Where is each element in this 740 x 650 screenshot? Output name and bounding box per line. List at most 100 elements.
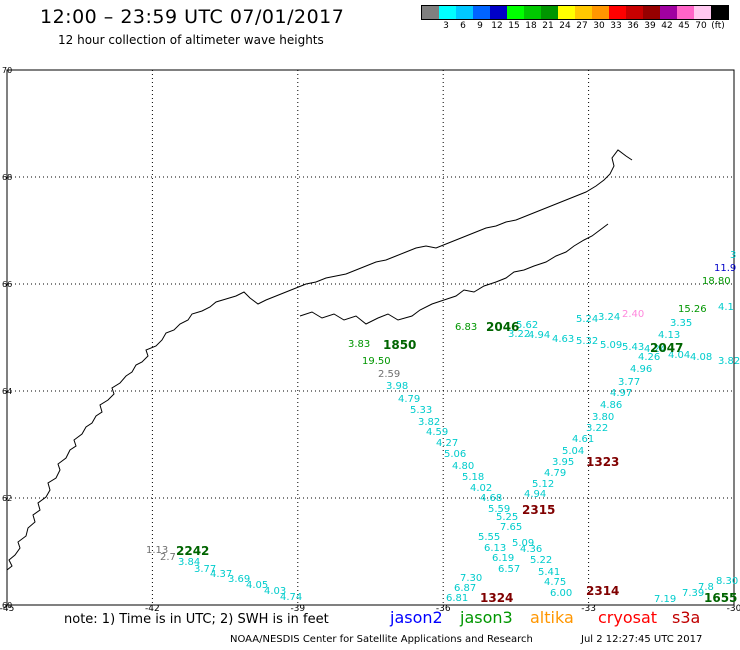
- lat-label: 66: [2, 280, 12, 289]
- swh-value: 2.59: [378, 369, 400, 380]
- swh-value: 3.22: [508, 329, 530, 340]
- swh-value: 4.27: [436, 438, 458, 449]
- legend-swatch: [558, 6, 575, 19]
- swh-value: 6.83: [455, 322, 477, 333]
- swh-value: 5.18: [462, 472, 484, 483]
- lat-label: 70: [2, 66, 12, 75]
- swh-value: 4.74: [280, 592, 302, 603]
- swh-value: 3.82: [418, 417, 440, 428]
- swh-value: 4.1: [718, 302, 734, 313]
- swh-value: 4.68: [480, 493, 502, 504]
- track-time-label: 1655: [704, 591, 737, 605]
- legend-swatch: [422, 6, 439, 19]
- swh-value: 19.50: [362, 356, 391, 367]
- track-time-label: 1850: [383, 338, 416, 352]
- swh-value: 7.65: [500, 522, 522, 533]
- swh-value: 5.09: [600, 340, 622, 351]
- legend-label: 27: [576, 21, 588, 31]
- swh-value: 4.03: [264, 586, 286, 597]
- swh-value: 4.59: [426, 427, 448, 438]
- legend-labels: 3 6 9 12 15 18 21 24 27 30 33 36 39 42 45 70 (ft): [421, 20, 729, 34]
- swh-value: 4.36: [520, 544, 542, 555]
- track-time-label: 1324: [480, 591, 513, 605]
- swh-value: 5.41: [538, 567, 560, 578]
- swh-value: 5.04: [562, 446, 584, 457]
- swh-value: 5.43: [622, 342, 644, 353]
- legend-label: 30: [593, 21, 605, 31]
- swh-value: 3.95: [552, 457, 574, 468]
- satellite-s3a: s3a: [672, 608, 701, 627]
- swh-value: 5.59: [488, 504, 510, 515]
- legend-swatch: [541, 6, 558, 19]
- swh-value: 3.24: [598, 312, 620, 323]
- swh-value: 5.24: [576, 314, 598, 325]
- swh-value: 18.80: [702, 276, 731, 287]
- satellite-cryosat: cryosat: [598, 608, 658, 627]
- swh-value: 6.00: [550, 588, 572, 599]
- legend-label: 6: [460, 21, 466, 31]
- legend-swatch: [456, 6, 473, 19]
- swh-value: 5.22: [530, 555, 552, 566]
- swh-value: 5.06: [444, 449, 466, 460]
- legend-label: 12: [491, 21, 503, 31]
- track-time-label: 1323: [586, 455, 619, 469]
- swh-value: 5.55: [478, 532, 500, 543]
- swh-value: 3.35: [670, 318, 692, 329]
- legend-swatch: [473, 6, 490, 19]
- legend-label: 42: [661, 21, 673, 31]
- track-time-label: 2315: [522, 503, 555, 517]
- legend-label: 33: [610, 21, 622, 31]
- swh-value: 4.26: [638, 352, 660, 363]
- legend-label: 21: [542, 21, 554, 31]
- legend-swatch: [643, 6, 660, 19]
- lat-lon-grid: 70 68 66 64 62 60-45 -42 -39 -36 -33 -30: [0, 66, 740, 614]
- swh-value: 1.13: [146, 545, 168, 556]
- swh-value: 3.84: [178, 557, 200, 568]
- legend-label: 9: [477, 21, 483, 31]
- swh-value: 4.05: [246, 580, 268, 591]
- swh-value: 6.19: [492, 553, 514, 564]
- swh-value: 4.63: [552, 334, 574, 345]
- lon-label: -33: [581, 604, 596, 614]
- map-subtitle: 12 hour collection of altimeter wave hei…: [58, 33, 324, 47]
- swh-value: 7.19: [654, 594, 676, 605]
- legend-swatch: [660, 6, 677, 19]
- legend-label: 45: [678, 21, 690, 31]
- swh-value: 5.62: [516, 320, 538, 331]
- swh-value: 7.30: [460, 573, 482, 584]
- track-time-label: 2242: [176, 544, 209, 558]
- swh-value: 4.94: [528, 330, 550, 341]
- swh-value: 4.79: [398, 394, 420, 405]
- lat-label: 68: [2, 173, 12, 182]
- swh-value: 4.97: [610, 388, 632, 399]
- map-frame: [6, 69, 735, 606]
- track-time-label: 2314: [586, 584, 619, 598]
- swh-value: 4.13: [658, 330, 680, 341]
- color-legend: 3 6 9 12 15 18 21 24 27 30 33 36 39 42 45 70 (ft): [421, 5, 729, 34]
- swh-value: 6.87: [454, 583, 476, 594]
- legend-swatch: [592, 6, 609, 19]
- swh-value: 4.02: [470, 483, 492, 494]
- swh-value: 3.22: [586, 423, 608, 434]
- swh-value: 7.8: [698, 582, 714, 593]
- legend-label: 36: [627, 21, 639, 31]
- swh-value: 2.7: [160, 552, 176, 563]
- lon-label: -30: [727, 604, 740, 614]
- credit-line: NOAA/NESDIS Center for Satellite Applica…: [230, 634, 533, 645]
- swh-value: 3: [730, 250, 736, 261]
- legend-swatch: [524, 6, 541, 19]
- swh-value: 5.25: [496, 512, 518, 523]
- swh-value: 6.81: [446, 593, 468, 604]
- legend-swatch: [507, 6, 524, 19]
- greenland-coastline: [6, 149, 633, 571]
- legend-label: 15: [508, 21, 520, 31]
- swh-value: 4.61: [572, 434, 594, 445]
- swh-value: 4.80: [452, 461, 474, 472]
- swh-value: 4.96: [630, 364, 652, 375]
- legend-label: 70: [695, 21, 707, 31]
- lon-label: -36: [436, 604, 451, 614]
- legend-swatches: [421, 5, 729, 20]
- legend-swatch: [439, 6, 456, 19]
- swh-value: 4.04: [668, 350, 690, 361]
